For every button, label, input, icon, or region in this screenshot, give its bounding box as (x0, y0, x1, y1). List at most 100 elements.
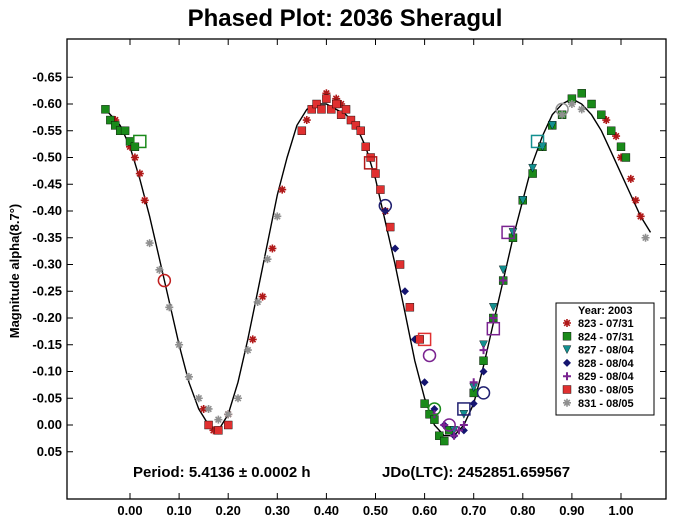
data-point-series-5 (307, 105, 316, 114)
data-point-series-0 (258, 292, 267, 301)
y-tick-label: -0.30 (32, 257, 62, 272)
data-point-series-0 (636, 212, 645, 221)
data-point-series-5 (356, 126, 365, 135)
data-point-series-5 (332, 99, 341, 109)
data-point-series-5 (204, 420, 213, 430)
data-point-series-0 (268, 244, 277, 253)
y-tick-label: -0.40 (32, 203, 62, 218)
legend-marker (562, 345, 572, 355)
y-axis-label: Magnitude alpha(8.7°) (7, 204, 22, 339)
data-point-series-2 (518, 196, 528, 205)
data-point-series-4 (454, 426, 463, 435)
data-point-series-6 (263, 255, 272, 264)
y-tick-label: -0.50 (32, 150, 62, 165)
data-point-series-6 (175, 340, 184, 349)
data-point-series-1 (621, 153, 631, 162)
data-point-series-0 (337, 100, 346, 108)
legend-box (555, 302, 655, 416)
data-point-series-4 (450, 431, 459, 440)
data-point-series-5 (223, 420, 233, 430)
y-tick-label: 0.05 (37, 444, 62, 459)
data-point-series-4 (499, 276, 508, 285)
data-point-series-0 (332, 94, 341, 103)
data-point-series-0 (602, 116, 611, 125)
data-point-series-3 (459, 426, 468, 435)
period-annotation: Period: 5.4136 ± 0.0002 h (133, 464, 311, 481)
x-tick-label: 0.80 (510, 503, 535, 518)
y-tick-label: -0.25 (32, 283, 62, 298)
data-point-series-6 (273, 212, 282, 221)
data-point-series-5 (214, 426, 223, 435)
data-point-series-0 (248, 335, 257, 344)
data-point-series-4 (459, 421, 468, 429)
data-point-series-5 (341, 105, 351, 114)
data-point-series-0 (126, 142, 134, 151)
highlighted-point (501, 225, 515, 240)
highlighted-point (427, 402, 442, 416)
data-point-series-1 (120, 126, 130, 135)
legend-entry-label: 831 - 08/05 (578, 398, 634, 410)
legend-entry-label: 827 - 08/04 (578, 345, 635, 357)
y-tick-label: -0.10 (32, 364, 62, 379)
x-tick-label: 0.60 (412, 503, 437, 518)
fit-curve (104, 97, 652, 437)
legend-marker (563, 372, 571, 381)
data-point-series-1 (440, 436, 449, 446)
legend-entry-label: 824 - 07/31 (578, 331, 634, 343)
y-tick-label: -0.65 (32, 69, 62, 84)
legend-marker (563, 358, 571, 367)
data-point-series-0 (135, 169, 144, 178)
data-point-series-0 (617, 153, 625, 162)
data-point-series-5 (351, 121, 361, 130)
data-point-series-2 (479, 340, 488, 350)
x-tick-label: 0.00 (117, 503, 142, 518)
highlighted-point (486, 321, 501, 336)
data-point-series-1 (106, 115, 115, 125)
data-point-series-1 (435, 431, 444, 440)
data-point-series-5 (322, 94, 331, 103)
highlighted-point (555, 102, 569, 117)
legend-marker (562, 332, 572, 341)
data-point-series-6 (194, 394, 203, 403)
data-point-series-0 (612, 132, 621, 141)
data-point-series-6 (243, 346, 252, 355)
x-tick-label: 0.70 (461, 503, 486, 518)
legend-title: Year: 2003 (578, 305, 632, 317)
highlighted-point (442, 418, 456, 432)
data-point-series-3 (400, 287, 409, 296)
highlighted-point (157, 273, 172, 288)
data-point-series-0 (278, 185, 287, 194)
highlighted-point (378, 198, 393, 213)
data-point-series-6 (165, 303, 174, 312)
highlighted-point (457, 402, 471, 416)
data-point-series-1 (101, 105, 110, 114)
x-tick-label: 0.50 (363, 503, 388, 518)
data-point-series-1 (577, 89, 586, 98)
data-point-series-5 (361, 142, 370, 152)
data-point-series-2 (547, 121, 557, 130)
data-point-series-6 (641, 233, 650, 242)
data-point-series-6 (145, 239, 154, 248)
y-tick-label: -0.60 (32, 96, 62, 111)
x-tick-label: 0.20 (216, 503, 241, 518)
y-tick-label: -0.20 (32, 310, 62, 325)
data-point-series-5 (336, 110, 346, 119)
x-tick-label: 0.10 (166, 503, 191, 518)
data-point-series-2 (528, 163, 537, 173)
highlighted-point (476, 386, 491, 400)
y-tick-label: 0.00 (37, 417, 62, 432)
data-point-series-3 (469, 399, 478, 408)
y-tick-label: -0.55 (32, 123, 62, 138)
data-point-series-6 (214, 415, 223, 424)
data-point-series-5 (312, 99, 321, 109)
x-tick-label: 0.30 (265, 503, 290, 518)
y-tick-label: -0.15 (32, 337, 62, 352)
data-point-series-5 (415, 335, 424, 344)
data-point-series-1 (479, 356, 488, 365)
data-point-series-5 (317, 105, 326, 114)
data-point-series-6 (253, 297, 262, 306)
data-point-series-5 (376, 185, 385, 194)
legend-entry-label: 829 - 08/04 (578, 371, 635, 383)
y-tick-label: -0.05 (32, 390, 62, 405)
data-point-series-3 (391, 244, 400, 253)
